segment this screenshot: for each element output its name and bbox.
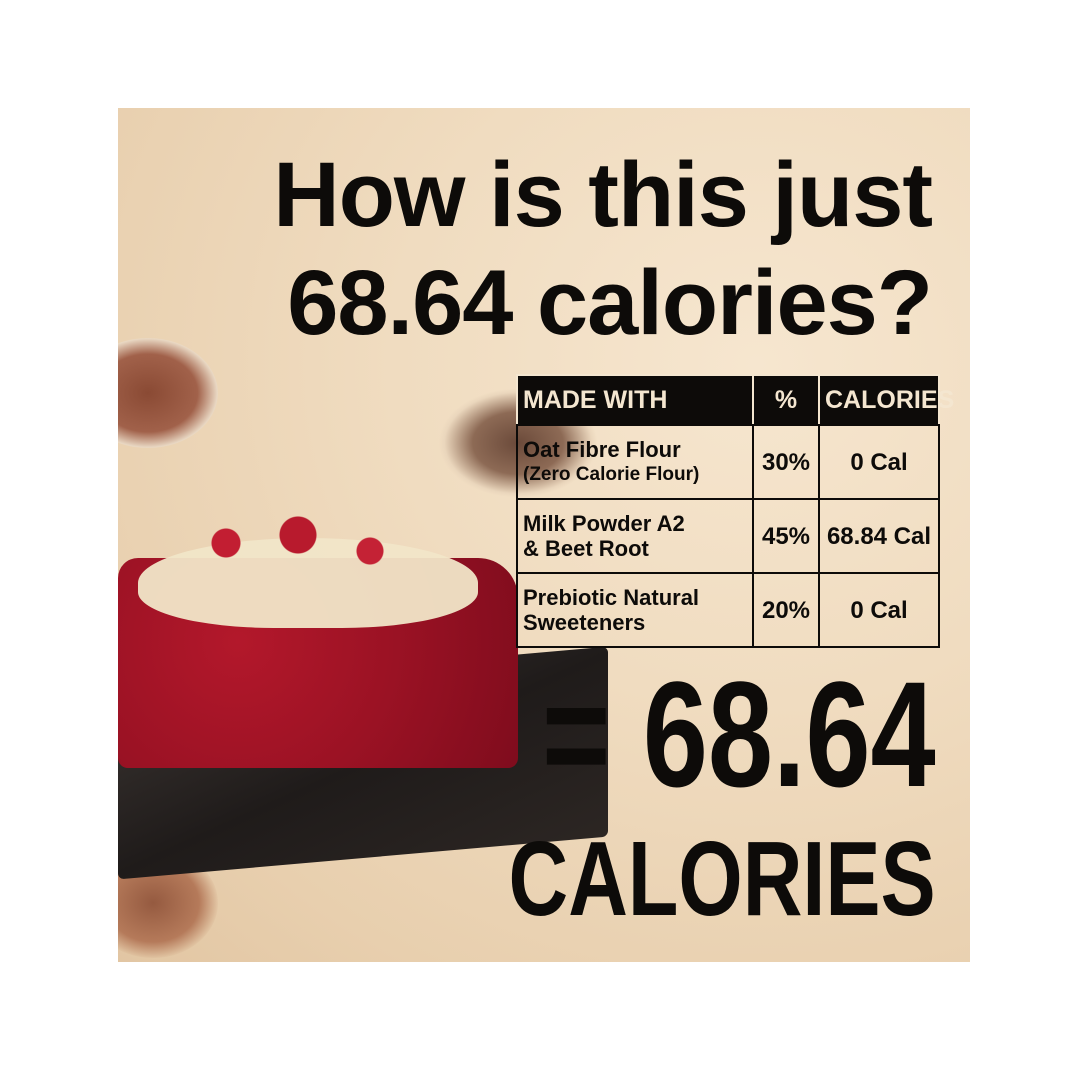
percent-cell: 45%	[752, 498, 820, 574]
header-calories: CALORIES	[818, 374, 954, 426]
percent-cell: 30%	[752, 424, 820, 500]
ingredient-cell: Milk Powder A2 & Beet Root	[516, 498, 754, 574]
cocoa-bowl-image	[118, 338, 218, 448]
calories-cell: 68.84 Cal	[818, 498, 940, 574]
headline-line2: 68.64 calories?	[287, 252, 933, 354]
table-row: Milk Powder A2 & Beet Root 45% 68.84 Cal	[516, 498, 940, 574]
ingredient-note: Sweeteners	[523, 610, 646, 635]
table-row: Oat Fibre Flour (Zero Calorie Flour) 30% …	[516, 424, 940, 500]
table-header-row: MADE WITH % CALORIES	[516, 374, 954, 426]
ingredient-cell: Prebiotic Natural Sweeteners	[516, 572, 754, 648]
ingredient-name: Prebiotic Natural	[523, 585, 700, 610]
ingredient-note: & Beet Root	[523, 536, 649, 561]
ingredients-table: MADE WITH % CALORIES Oat Fibre Flour (Zer…	[516, 374, 954, 648]
total-calories-value: = 68.64	[542, 650, 936, 818]
header-percent: %	[752, 374, 820, 426]
header-made-with: MADE WITH	[516, 374, 754, 426]
ingredient-cell: Oat Fibre Flour (Zero Calorie Flour)	[516, 424, 754, 500]
table-row: Prebiotic Natural Sweeteners 20% 0 Cal	[516, 572, 940, 648]
ingredient-name: Milk Powder A2	[523, 511, 685, 536]
headline-line1: How is this just	[273, 144, 933, 246]
percent-cell: 20%	[752, 572, 820, 648]
calories-cell: 0 Cal	[818, 424, 940, 500]
ingredient-name: Oat Fibre Flour	[523, 437, 681, 462]
ingredient-note: (Zero Calorie Flour)	[523, 464, 700, 485]
crumbs-image	[178, 503, 418, 583]
calories-cell: 0 Cal	[818, 572, 940, 648]
product-image: How is this just 68.64 calories? MADE WI…	[118, 108, 970, 962]
total-calories-unit: CALORIES	[508, 820, 936, 938]
